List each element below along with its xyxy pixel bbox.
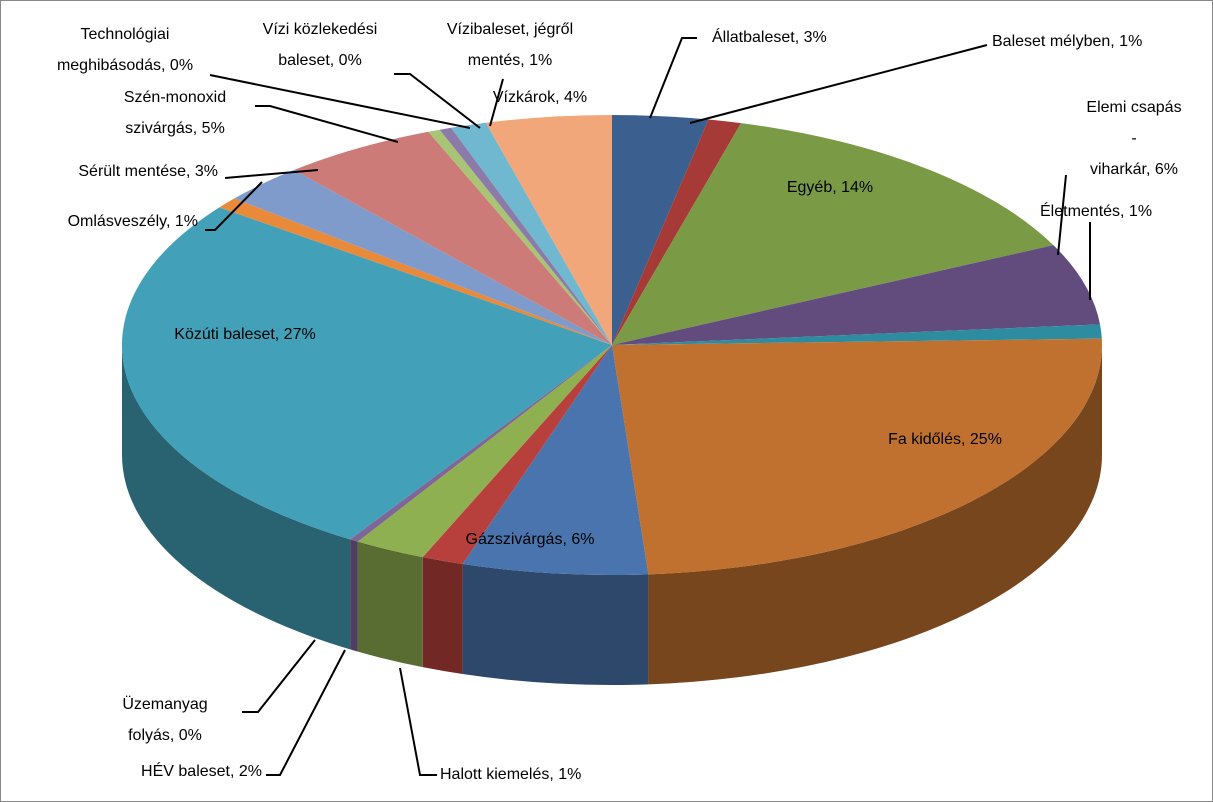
slice-side bbox=[357, 541, 423, 668]
data-label: Egyéb, 14% bbox=[787, 179, 873, 196]
slice bbox=[612, 119, 742, 345]
data-label: Gázszivárgás, 6% bbox=[466, 531, 595, 548]
data-label: Életmentés, 1% bbox=[1040, 201, 1152, 220]
leader-line bbox=[1057, 174, 1067, 256]
data-label: Állatbaleset, 3% bbox=[712, 27, 827, 46]
leader-line bbox=[255, 105, 399, 143]
leader-line bbox=[689, 44, 988, 124]
slice bbox=[428, 129, 612, 345]
slice bbox=[612, 123, 1054, 345]
data-label: - bbox=[1131, 130, 1136, 147]
slice bbox=[350, 345, 612, 542]
slice bbox=[439, 127, 612, 345]
data-label: Közúti baleset, 27% bbox=[174, 326, 315, 343]
data-label: Szén-monoxid bbox=[124, 89, 226, 106]
slice bbox=[357, 345, 612, 558]
slice-side bbox=[121, 345, 351, 650]
leader-line bbox=[394, 73, 481, 129]
slice bbox=[451, 122, 612, 345]
slice bbox=[612, 338, 1102, 575]
data-label: Sérült mentése, 3% bbox=[78, 163, 218, 180]
leader-line bbox=[649, 37, 697, 119]
slice bbox=[485, 115, 612, 345]
slice bbox=[612, 115, 709, 345]
data-label: Üzemanyag bbox=[122, 695, 207, 713]
data-label: Vízi közlekedési bbox=[263, 21, 378, 38]
slice-side bbox=[462, 564, 649, 685]
leader-line bbox=[399, 667, 437, 776]
data-label: Halott kiemelés, 1% bbox=[440, 766, 581, 783]
leader-line bbox=[489, 78, 504, 127]
slice-side bbox=[648, 345, 1102, 685]
leader-line bbox=[205, 181, 263, 231]
slice bbox=[234, 170, 613, 345]
data-label: Vízibaleset, jégről bbox=[447, 21, 573, 38]
data-label: Vízkárok, 4% bbox=[493, 89, 587, 106]
data-label: Baleset mélyben, 1% bbox=[992, 33, 1142, 50]
slice bbox=[462, 345, 649, 575]
data-label: viharkár, 6% bbox=[1090, 161, 1178, 178]
slice bbox=[612, 245, 1101, 345]
leader-line bbox=[224, 169, 319, 179]
data-label: Elemi csapás bbox=[1086, 99, 1181, 116]
slice-side bbox=[350, 539, 358, 652]
data-label: meghibásodás, 0% bbox=[57, 57, 193, 74]
data-label: Fa kidőlés, 25% bbox=[888, 431, 1002, 448]
slice bbox=[122, 207, 612, 540]
slice-side bbox=[422, 557, 463, 675]
slice bbox=[219, 198, 613, 345]
leader-line bbox=[242, 639, 316, 713]
data-label: mentés, 1% bbox=[468, 52, 552, 69]
data-label: folyás, 0% bbox=[128, 727, 202, 744]
leader-line bbox=[209, 74, 471, 129]
data-label: szivárgás, 5% bbox=[125, 120, 225, 137]
data-label: Technológiai bbox=[81, 26, 170, 43]
leader-line bbox=[266, 649, 346, 776]
data-label: HÉV baleset, 2% bbox=[141, 761, 262, 780]
slice bbox=[612, 324, 1102, 345]
data-label: baleset, 0% bbox=[278, 52, 362, 69]
data-label: Omlásveszély, 1% bbox=[68, 213, 198, 230]
slice bbox=[422, 345, 612, 565]
slice bbox=[293, 131, 612, 345]
